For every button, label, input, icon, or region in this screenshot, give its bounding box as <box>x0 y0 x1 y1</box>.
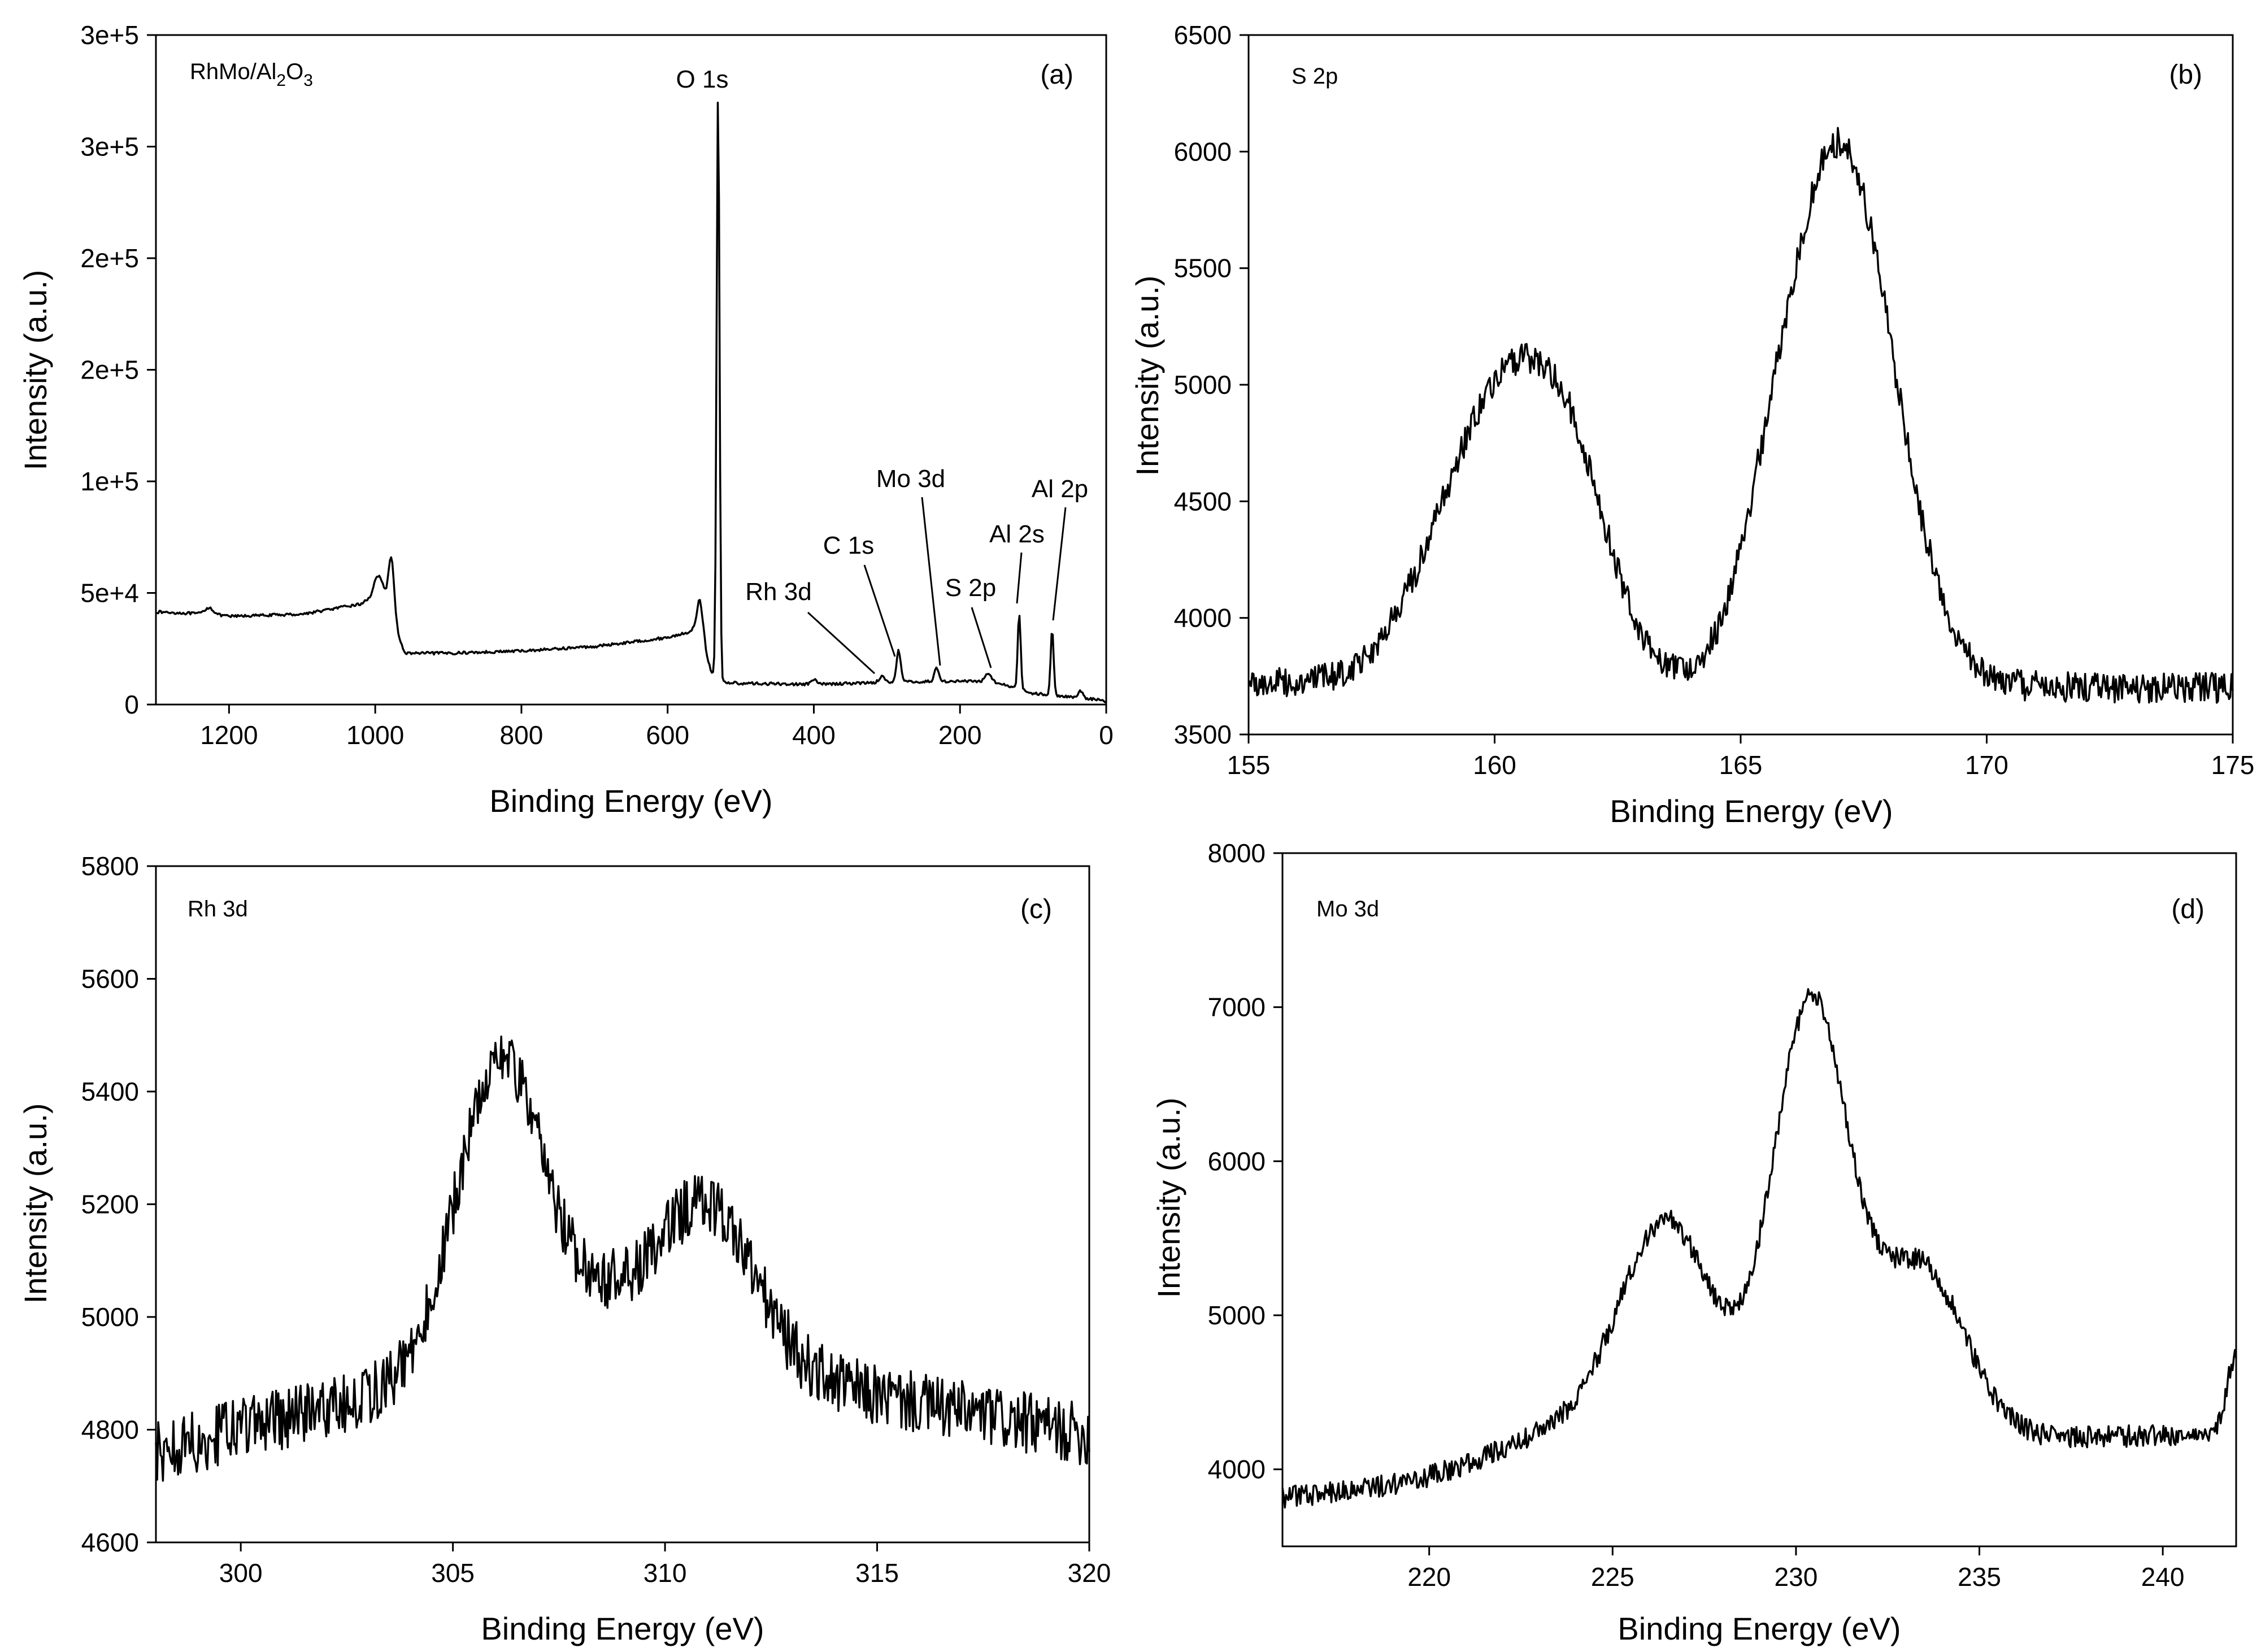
panel-a-x-tick-label: 400 <box>792 720 836 750</box>
panel-d-frame <box>1281 852 2237 1547</box>
panel-a-y-axis-title: Intensity (a.u.) <box>18 270 53 471</box>
panel-d-y-tick-label: 4000 <box>1208 1455 1266 1484</box>
peak-label-c1s: C 1s <box>823 532 874 559</box>
panel-d-y-tick-label: 8000 <box>1208 838 1266 868</box>
panel-d-tag: (d) <box>2171 894 2205 924</box>
panel-a-x-tick-label: 1000 <box>346 720 404 750</box>
panel-d-sample-label: Mo 3d <box>1316 897 1379 921</box>
panel-c-x-tick-label: 310 <box>643 1558 687 1588</box>
panel-c-sample-label: Rh 3d <box>188 897 248 921</box>
panel-b-y-tick-label: 4500 <box>1174 486 1232 516</box>
panel-b-y-axis: 3500 4000 4500 5000 5500 6000 6500 <box>1174 20 1249 749</box>
panel-b-x-axis: 155 160 165 170 175 <box>1227 734 2255 780</box>
panel-b-y-tick-label: 5500 <box>1174 254 1232 283</box>
panel-c-y-tick-label: 4600 <box>81 1528 139 1557</box>
panel-c-frame <box>155 865 1090 1544</box>
peak-label-al2s: Al 2s <box>989 520 1045 548</box>
panel-b-x-axis-title: Binding Energy (eV) <box>1610 793 1893 829</box>
leader-c1s <box>863 564 896 657</box>
panel-a-x-tick-label: 600 <box>646 720 689 750</box>
panel-a-y-tick-label: 0 <box>124 690 139 719</box>
panel-c-spectrum-line <box>155 1035 1090 1482</box>
panel-c-y-axis: 4600 4800 5000 5200 5400 5600 5800 <box>81 851 156 1557</box>
peak-label-al2p: Al 2p <box>1032 475 1088 503</box>
panel-b-sample-label: S 2p <box>1292 64 1338 89</box>
panel-b-x-tick-label: 170 <box>1965 750 2008 780</box>
panel-a-x-tick-label: 0 <box>1099 720 1114 750</box>
panel-b-x-tick-label: 165 <box>1719 750 1763 780</box>
panel-a-sample-label: RhMo/Al2O3 <box>190 59 313 90</box>
panel-d-x-axis-title: Binding Energy (eV) <box>1618 1611 1901 1646</box>
panel-d-x-tick-label: 235 <box>1958 1562 2001 1592</box>
panel-c-y-tick-label: 5800 <box>81 851 139 881</box>
panel-b-frame <box>1247 34 2234 736</box>
panel-b-y-tick-label: 6500 <box>1174 20 1232 50</box>
panel-c-x-tick-label: 315 <box>855 1558 899 1588</box>
leader-al2s <box>1016 552 1023 604</box>
peak-label-mo3d: Mo 3d <box>876 465 945 493</box>
panel-a-spectrum-line <box>155 102 1107 703</box>
panel-c-x-tick-label: 305 <box>431 1558 475 1588</box>
panel-b-tag: (b) <box>2169 60 2202 90</box>
panel-a-y-tick-label: 2e+5 <box>80 355 139 385</box>
panel-d-spectrum-line <box>1281 988 2237 1509</box>
panel-a-y-tick-label: 1e+5 <box>80 467 139 496</box>
panel-d-x-tick-label: 220 <box>1407 1562 1451 1592</box>
leader-mo3d <box>921 497 941 666</box>
panel-d-y-tick-label: 7000 <box>1208 993 1266 1022</box>
panel-c-x-tick-label: 300 <box>219 1558 263 1588</box>
panel-d-y-axis-title: Intensity (a.u.) <box>1151 1098 1186 1298</box>
panel-d-x-tick-label: 230 <box>1775 1562 1818 1592</box>
panel-a-y-axis: 0 5e+4 1e+5 2e+5 2e+5 3e+5 3e+5 <box>80 20 156 719</box>
panel-b-y-tick-label: 6000 <box>1174 137 1232 166</box>
panel-a-survey: 1200 1000 800 600 400 200 0 0 5e+4 1e+5 2e+5 2e+5 3… <box>18 20 1114 819</box>
panel-c-x-axis: 300 305 310 315 320 <box>219 1542 1111 1588</box>
panel-a-y-tick-label: 5e+4 <box>80 579 139 608</box>
panel-a-y-tick-label: 2e+5 <box>80 244 139 273</box>
panel-d-y-axis: 4000 5000 6000 7000 8000 <box>1208 838 1282 1484</box>
panel-c-y-tick-label: 5400 <box>81 1077 139 1106</box>
panel-a-tag: (a) <box>1040 60 1073 90</box>
panel-a-x-axis: 1200 1000 800 600 400 200 0 <box>200 705 1114 750</box>
panel-b-spectrum-line <box>1247 127 2234 704</box>
panel-d-x-tick-label: 240 <box>2141 1562 2185 1592</box>
panel-a-x-axis-title: Binding Energy (eV) <box>489 783 772 819</box>
panel-c-x-tick-label: 320 <box>1068 1558 1111 1588</box>
panel-c-y-tick-label: 5000 <box>81 1302 139 1332</box>
panel-c-y-axis-title: Intensity (a.u.) <box>18 1103 53 1304</box>
panel-c-y-tick-label: 5200 <box>81 1190 139 1219</box>
panel-d-y-tick-label: 5000 <box>1208 1301 1266 1330</box>
peak-label-o1s: O 1s <box>676 66 729 93</box>
panel-a-y-tick-label: 3e+5 <box>80 20 139 50</box>
peak-label-rh3d: Rh 3d <box>745 578 811 606</box>
panel-b-y-tick-label: 5000 <box>1174 370 1232 399</box>
panel-a-x-tick-label: 800 <box>500 720 543 750</box>
panel-b-x-tick-label: 160 <box>1473 750 1516 780</box>
panel-b-y-axis-title: Intensity (a.u.) <box>1129 276 1165 476</box>
panel-b-y-tick-label: 3500 <box>1174 720 1232 749</box>
panel-b-x-tick-label: 175 <box>2211 750 2255 780</box>
panel-d-y-tick-label: 6000 <box>1208 1146 1266 1176</box>
panel-b-y-tick-label: 4000 <box>1174 603 1232 633</box>
panel-b-s2p: 155 160 165 170 175 3500 4000 4500 5000 5500 6000… <box>1129 20 2254 829</box>
panel-c-y-tick-label: 5600 <box>81 964 139 994</box>
panel-a-x-tick-label: 200 <box>938 720 982 750</box>
panel-b-x-tick-label: 155 <box>1227 750 1271 780</box>
leader-al2p <box>1052 507 1067 621</box>
panel-c-rh3d: 300 305 310 315 320 4600 4800 5000 5200 5400 5600… <box>18 851 1111 1646</box>
panel-c-tag: (c) <box>1020 894 1052 924</box>
panel-c-y-tick-label: 4800 <box>81 1415 139 1445</box>
panel-d-x-axis: 220 225 230 235 240 <box>1407 1546 2185 1592</box>
leader-s2p <box>971 607 992 668</box>
panel-d-x-tick-label: 225 <box>1591 1562 1634 1592</box>
panel-d-mo3d: 220 225 230 235 240 4000 5000 6000 7000 8000 Bin… <box>1151 838 2237 1646</box>
panel-c-x-axis-title: Binding Energy (eV) <box>481 1611 764 1646</box>
panel-a-y-tick-label: 3e+5 <box>80 132 139 162</box>
leader-rh3d <box>807 611 876 675</box>
panel-a-frame <box>155 34 1107 706</box>
panel-a-x-tick-label: 1200 <box>200 720 258 750</box>
peak-label-s2p: S 2p <box>945 574 997 602</box>
